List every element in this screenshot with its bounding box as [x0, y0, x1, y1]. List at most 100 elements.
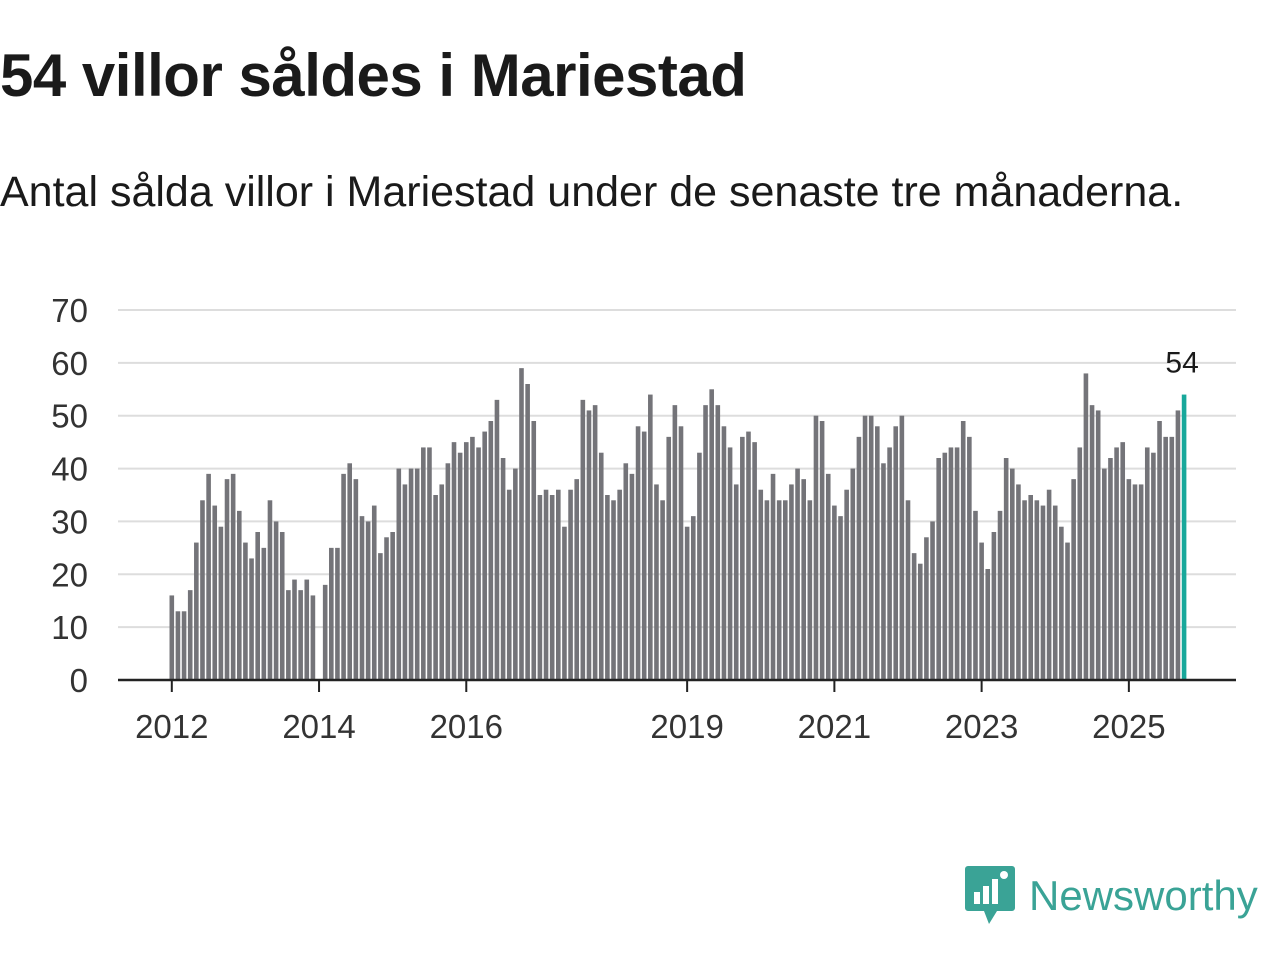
- bars: [169, 368, 1187, 680]
- bar: [1157, 421, 1162, 680]
- bar: [991, 532, 997, 680]
- bar: [746, 431, 751, 680]
- bar: [1108, 458, 1113, 680]
- bar: [384, 537, 389, 680]
- bar: [1046, 489, 1052, 680]
- x-tick-label: 2012: [135, 708, 208, 745]
- bar: [1095, 410, 1101, 680]
- bar: [243, 542, 248, 680]
- bar: [488, 421, 494, 680]
- bar: [359, 516, 365, 680]
- bar: [899, 415, 905, 680]
- bar: [402, 484, 408, 680]
- bar: [1175, 410, 1181, 680]
- bar: [733, 484, 739, 680]
- bar: [463, 442, 469, 680]
- bar: [629, 473, 635, 680]
- bar: [893, 426, 899, 680]
- bar: [985, 569, 991, 680]
- bar: [703, 405, 708, 680]
- bar: [218, 526, 224, 680]
- bar: [709, 389, 714, 680]
- bar: [838, 516, 843, 680]
- bar: [697, 452, 702, 680]
- bar: [500, 458, 506, 680]
- x-tick-label: 2014: [282, 708, 355, 745]
- bar: [598, 452, 604, 680]
- x-tick-label: 2023: [945, 708, 1018, 745]
- y-tick-label: 10: [51, 609, 88, 646]
- bar: [770, 473, 776, 680]
- bar: [568, 489, 573, 680]
- bar: [1163, 436, 1168, 680]
- bar: [421, 447, 426, 680]
- bar: [212, 505, 218, 680]
- bar: [494, 399, 500, 680]
- bar: [310, 595, 316, 680]
- bar: [611, 500, 616, 680]
- y-tick-label: 70: [51, 292, 88, 329]
- bar: [1138, 484, 1144, 680]
- bar: [905, 500, 911, 680]
- bar: [758, 489, 764, 680]
- bar: [365, 521, 371, 680]
- bar: [1010, 468, 1015, 680]
- bar: [917, 563, 923, 680]
- bar: [635, 426, 641, 680]
- bar: [690, 516, 696, 680]
- y-tick-label: 40: [51, 451, 88, 488]
- latest-value-label: 54: [1165, 347, 1198, 380]
- bar: [175, 611, 181, 680]
- bar: [924, 537, 929, 680]
- bar: [574, 479, 580, 680]
- bar: [549, 495, 555, 680]
- bar: [764, 500, 770, 680]
- bar: [1077, 447, 1083, 680]
- bar: [427, 447, 432, 680]
- bar: [1071, 479, 1076, 680]
- bar: [329, 547, 334, 680]
- bar: [341, 473, 346, 680]
- bar: [930, 521, 935, 680]
- bar: [586, 410, 592, 680]
- bar: [960, 421, 966, 680]
- bar: [715, 405, 721, 680]
- bar: [727, 447, 733, 680]
- bar: [298, 590, 303, 680]
- bar: [623, 463, 629, 680]
- bar: [776, 500, 782, 680]
- bar: [832, 505, 837, 680]
- bar: [1003, 458, 1009, 680]
- y-tick-label: 0: [70, 662, 88, 699]
- bar: [807, 500, 813, 680]
- bar: [537, 495, 543, 680]
- bar: [519, 368, 524, 680]
- bar: [347, 463, 353, 680]
- bar: [236, 510, 242, 680]
- bar: [666, 436, 672, 680]
- newsworthy-brand-name: Newsworthy: [1029, 872, 1258, 919]
- bar: [194, 542, 199, 680]
- bar: [279, 532, 285, 680]
- y-tick-label: 20: [51, 556, 88, 593]
- bar: [654, 484, 659, 680]
- bar: [1144, 447, 1150, 680]
- newsworthy-logo[interactable]: Newsworthy: [965, 866, 1258, 926]
- y-tick-label: 30: [51, 503, 88, 540]
- bar: [580, 399, 586, 680]
- bar: [396, 468, 402, 680]
- bar: [783, 500, 788, 680]
- bar-latest: [1181, 394, 1187, 680]
- bar: [378, 553, 383, 680]
- bar: [304, 579, 310, 680]
- bar: [752, 442, 757, 680]
- bar: [819, 421, 825, 680]
- bar: [648, 394, 653, 680]
- bar: [476, 447, 481, 680]
- bar: [1034, 500, 1040, 680]
- bar: [911, 553, 917, 680]
- bar: [506, 489, 512, 680]
- bar: [942, 452, 948, 680]
- axes: [118, 678, 1236, 692]
